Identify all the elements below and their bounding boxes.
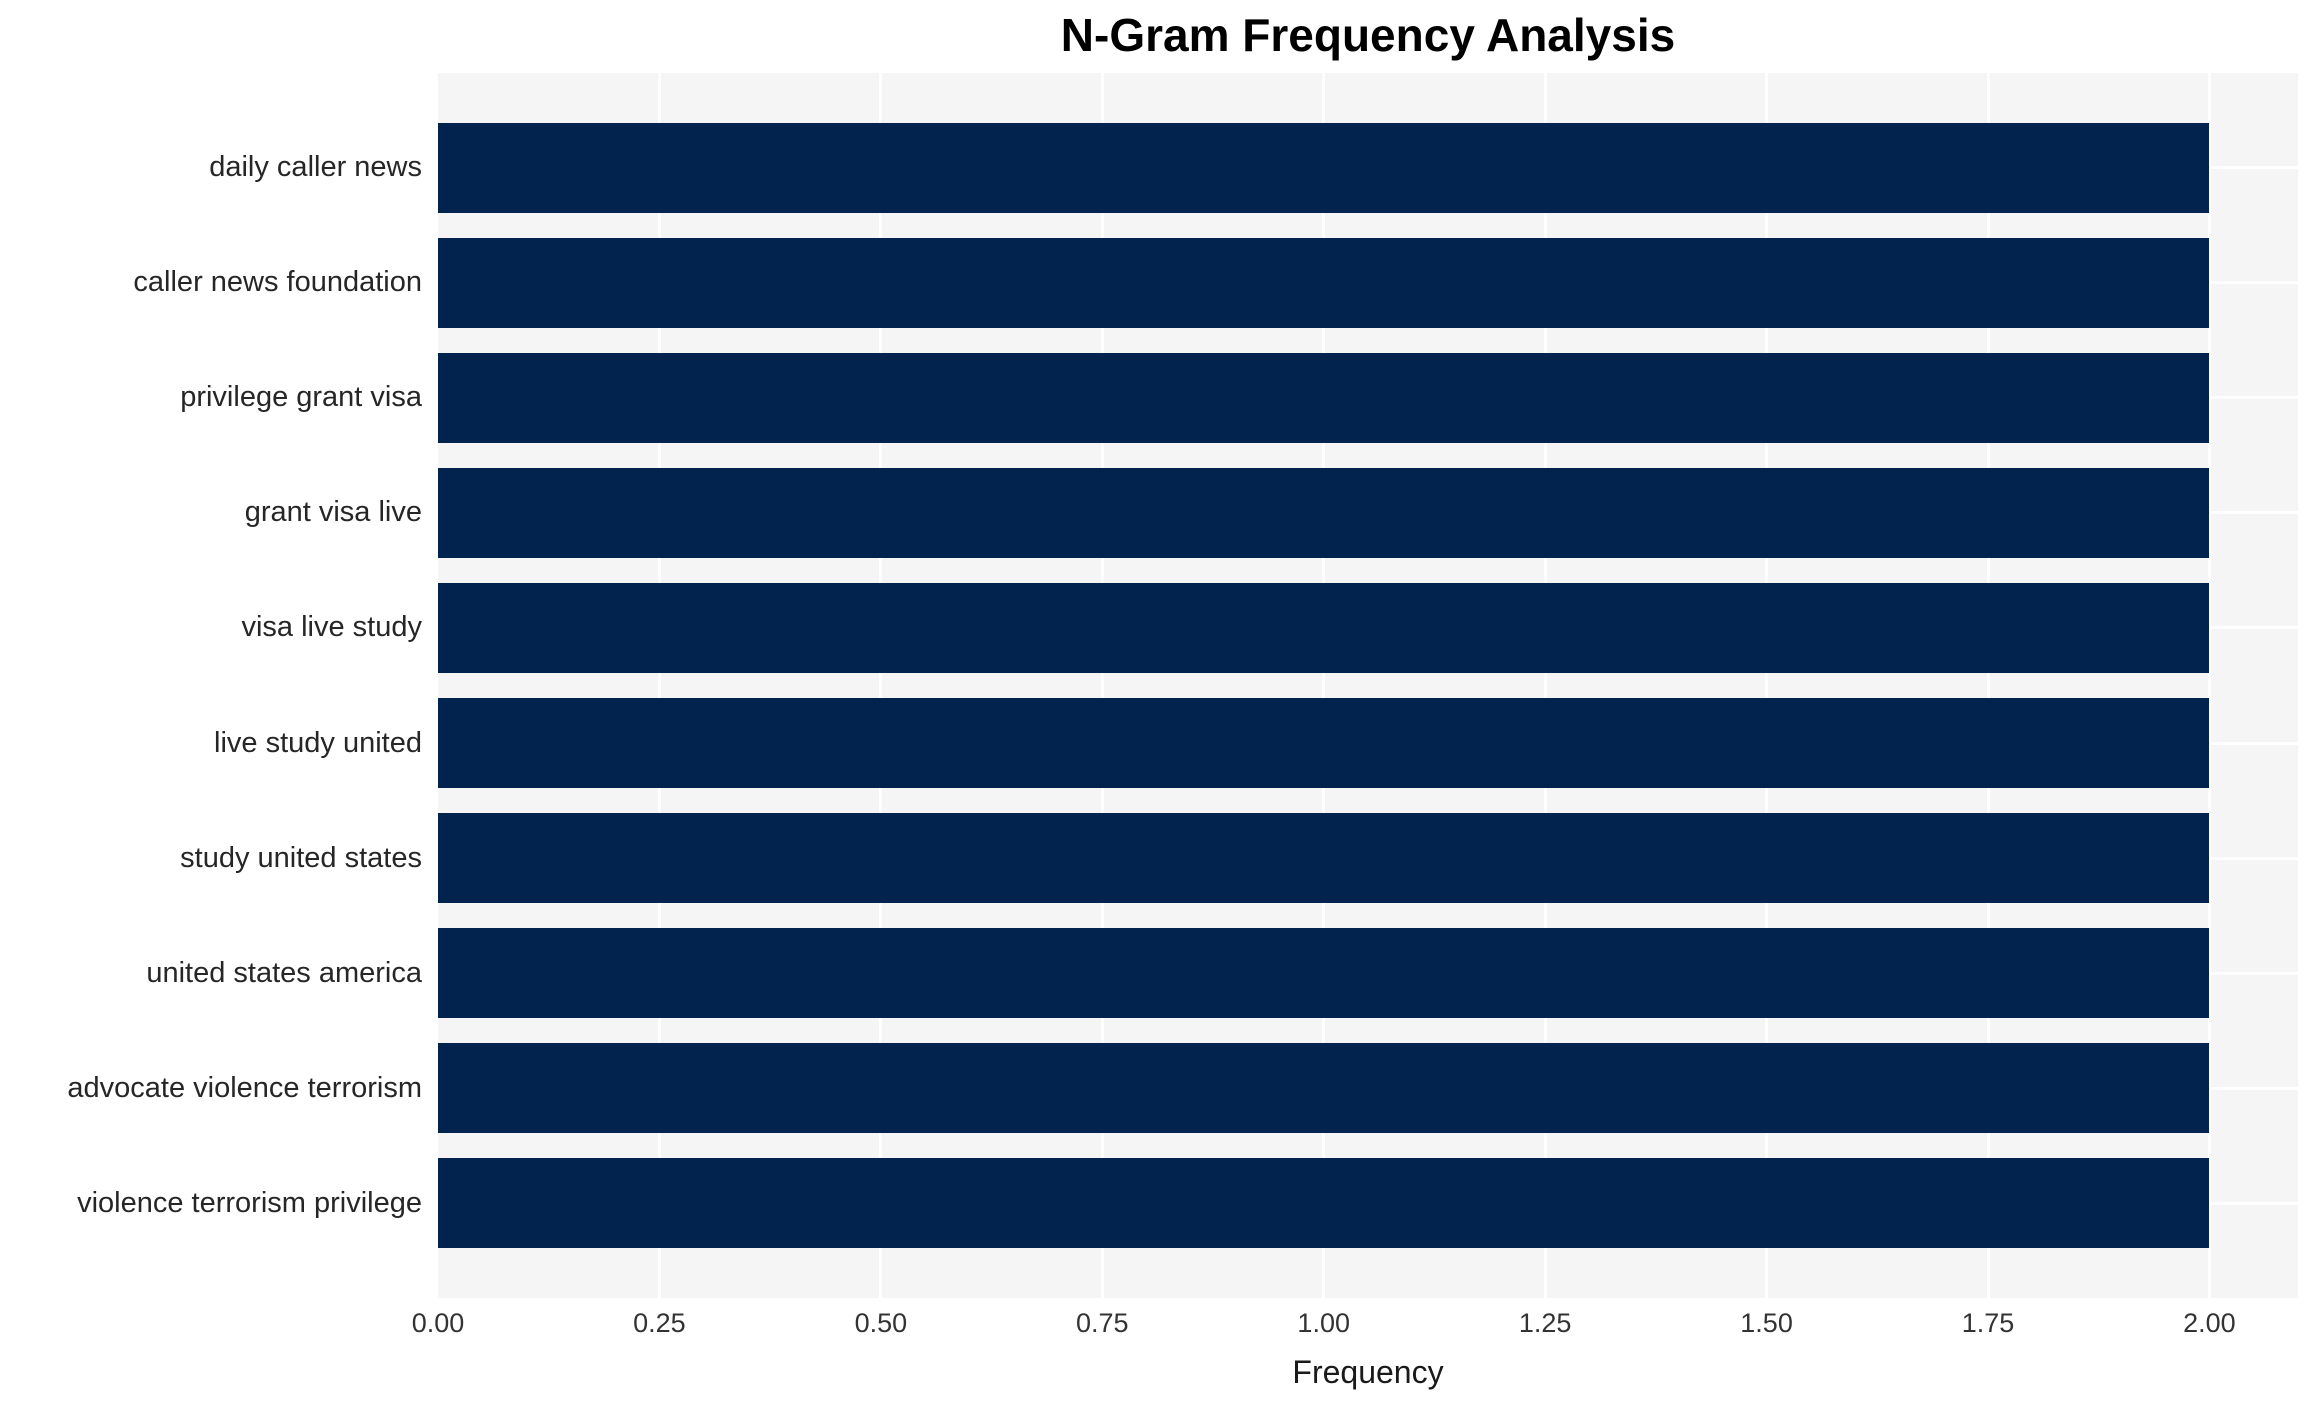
y-axis-label: visa live study bbox=[241, 611, 422, 644]
x-tick-label: 1.00 bbox=[1297, 1308, 1350, 1338]
y-axis-label: privilege grant visa bbox=[180, 381, 422, 414]
x-axis-title: Frequency bbox=[1292, 1354, 1444, 1390]
x-tick-label: 0.00 bbox=[411, 1308, 465, 1338]
y-axis-label: caller news foundation bbox=[133, 266, 422, 299]
x-tick-label: 1.25 bbox=[1518, 1308, 1572, 1338]
vertical-gridline bbox=[1100, 73, 1104, 1298]
vertical-gridline bbox=[2207, 73, 2211, 1298]
bar-united-states-america bbox=[438, 928, 2210, 1019]
bar-visa-live-study bbox=[438, 582, 2210, 673]
vertical-gridline bbox=[879, 73, 883, 1298]
x-tick-label: 1.75 bbox=[1961, 1308, 2015, 1338]
y-axis-label: daily caller news bbox=[209, 151, 422, 184]
y-axis-label: study united states bbox=[180, 841, 422, 874]
bar-violence-terrorism-privilege bbox=[438, 1158, 2210, 1249]
x-tick-label: 1.50 bbox=[1740, 1308, 1793, 1338]
x-tick-label: 0.50 bbox=[854, 1308, 908, 1338]
y-axis-label: united states america bbox=[146, 956, 422, 989]
bar-caller-news-foundation bbox=[438, 237, 2210, 328]
bar-daily-caller-news bbox=[438, 122, 2210, 213]
vertical-gridline bbox=[1765, 73, 1769, 1298]
x-tick-label: 0.25 bbox=[633, 1308, 686, 1338]
bar-study-united-states bbox=[438, 813, 2210, 904]
x-tick-label: 2.00 bbox=[2183, 1308, 2236, 1338]
bar-live-study-united bbox=[438, 698, 2210, 789]
vertical-gridline bbox=[1543, 73, 1547, 1298]
vertical-gridline bbox=[657, 73, 661, 1298]
x-tick-label: 0.75 bbox=[1076, 1308, 1129, 1338]
vertical-gridline bbox=[1986, 73, 1990, 1298]
y-axis-label: grant visa live bbox=[244, 496, 422, 529]
y-axis-label: advocate violence terrorism bbox=[67, 1071, 422, 1104]
y-axis-label: violence terrorism privilege bbox=[77, 1186, 422, 1219]
plot-area bbox=[438, 73, 2298, 1298]
bar-advocate-violence-terrorism bbox=[438, 1043, 2210, 1134]
bar-grant-visa-live bbox=[438, 467, 2210, 558]
chart-title: N-Gram Frequency Analysis bbox=[1060, 9, 1676, 61]
vertical-gridline bbox=[1322, 73, 1326, 1298]
bar-privilege-grant-visa bbox=[438, 352, 2210, 443]
y-axis-label: live study united bbox=[214, 726, 422, 759]
